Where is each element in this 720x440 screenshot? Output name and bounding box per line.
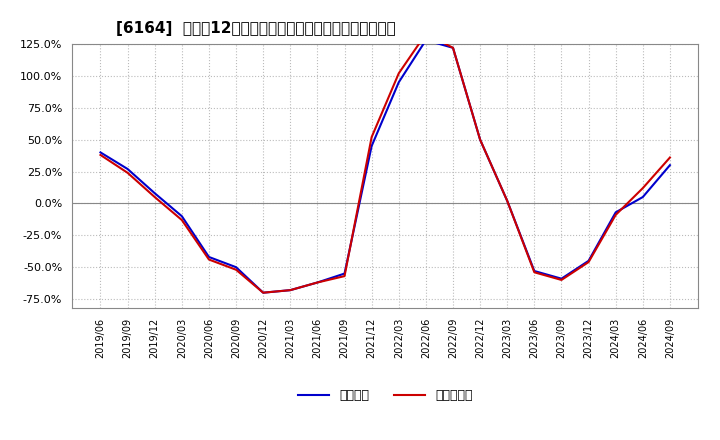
経常利益: [395, 80, 403, 85]
当期純利益: [178, 217, 186, 223]
Line: 当期純利益: 当期純利益: [101, 34, 670, 293]
Text: [6164]  利益の12か月移動合計の対前年同期増減率の推移: [6164] 利益の12か月移動合計の対前年同期増減率の推移: [116, 21, 395, 36]
経常利益: [421, 37, 430, 43]
経常利益: [611, 210, 620, 215]
当期純利益: [530, 270, 539, 275]
当期純利益: [503, 198, 511, 204]
経常利益: [313, 280, 322, 285]
当期純利益: [665, 155, 674, 160]
当期純利益: [367, 135, 376, 140]
当期純利益: [204, 257, 213, 262]
経常利益: [341, 271, 349, 276]
経常利益: [367, 143, 376, 149]
当期純利益: [232, 267, 240, 272]
経常利益: [96, 150, 105, 155]
経常利益: [178, 213, 186, 219]
経常利益: [584, 258, 593, 264]
当期純利益: [150, 194, 159, 200]
当期純利益: [639, 186, 647, 191]
経常利益: [232, 264, 240, 270]
当期純利益: [313, 280, 322, 285]
当期純利益: [123, 170, 132, 176]
当期純利益: [395, 71, 403, 76]
当期純利益: [259, 290, 268, 295]
経常利益: [286, 287, 294, 293]
当期純利益: [449, 45, 457, 51]
Legend: 経常利益, 当期純利益: 経常利益, 当期純利益: [297, 389, 473, 402]
当期純利益: [341, 274, 349, 279]
経常利益: [150, 191, 159, 196]
当期純利益: [96, 152, 105, 158]
当期純利益: [421, 31, 430, 37]
当期純利益: [557, 277, 566, 282]
当期純利益: [286, 287, 294, 293]
経常利益: [503, 198, 511, 204]
Line: 経常利益: 経常利益: [101, 40, 670, 293]
当期純利益: [611, 212, 620, 217]
経常利益: [557, 276, 566, 281]
経常利益: [639, 194, 647, 200]
経常利益: [259, 290, 268, 295]
経常利益: [476, 137, 485, 142]
経常利益: [665, 162, 674, 168]
経常利益: [123, 166, 132, 172]
経常利益: [449, 45, 457, 51]
当期純利益: [476, 137, 485, 142]
経常利益: [204, 254, 213, 260]
当期純利益: [584, 260, 593, 265]
経常利益: [530, 268, 539, 274]
